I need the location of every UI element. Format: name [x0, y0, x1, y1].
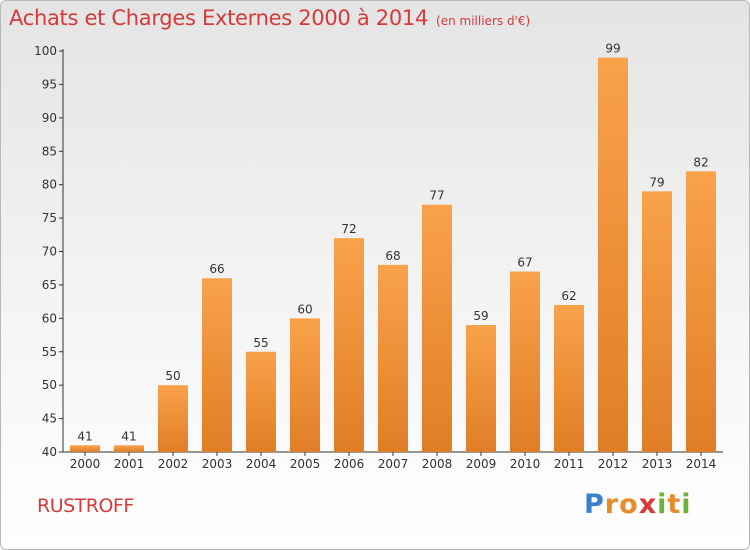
bar — [334, 238, 364, 452]
x-axis: 2000 2001 2002 2003 2004 2005 2006 2007 2008 2009… — [63, 451, 723, 471]
bar-value-label: 77 — [429, 189, 444, 203]
bar — [466, 325, 496, 452]
x-tick-label: 2013 — [642, 457, 673, 471]
x-tick-label: 2011 — [554, 457, 585, 471]
bar — [642, 191, 672, 452]
x-tick-label: 2002 — [158, 457, 189, 471]
bar — [114, 445, 144, 452]
bar-value-label: 79 — [649, 175, 664, 189]
bar-value-label: 59 — [473, 309, 488, 323]
proxiti-logo: Proxiti — [584, 489, 692, 520]
bar — [554, 304, 584, 452]
logo-letter: o — [619, 489, 639, 520]
bar-value-label: 82 — [693, 155, 708, 169]
logo-letter: P — [584, 489, 605, 520]
value-labels: 41 41 50 66 55 60 72 68 77 59 67 62 99 79 82 — [77, 42, 708, 444]
y-tick-label: 95 — [42, 77, 57, 91]
x-tick-label: 2006 — [334, 457, 365, 471]
y-tick-label: 85 — [42, 144, 57, 158]
bar-value-label: 72 — [341, 222, 356, 236]
y-tick-label: 45 — [42, 412, 57, 426]
y-tick-label: 55 — [42, 345, 57, 359]
logo-letter: i — [657, 489, 668, 520]
bar-value-label: 60 — [297, 302, 312, 316]
x-tick-label: 2001 — [114, 457, 145, 471]
logo-letter: x — [638, 489, 658, 520]
y-tick-label: 50 — [42, 378, 57, 392]
bar-value-label: 41 — [121, 429, 136, 443]
logo-letter: r — [604, 489, 620, 520]
x-tick-label: 2005 — [290, 457, 321, 471]
bar-value-label: 50 — [165, 369, 180, 383]
bar — [246, 351, 276, 452]
logo-letter: i — [681, 489, 692, 520]
bar-value-label: 55 — [253, 336, 268, 350]
bar — [202, 278, 232, 452]
x-tick-label: 2003 — [202, 457, 233, 471]
bar — [598, 57, 628, 452]
bar — [686, 171, 716, 453]
x-tick-label: 2004 — [246, 457, 277, 471]
y-tick-label: 80 — [42, 178, 57, 192]
bar — [70, 445, 100, 452]
y-tick-label: 70 — [42, 245, 57, 259]
y-tick-label: 60 — [42, 311, 57, 325]
x-tick-label: 2014 — [686, 457, 717, 471]
y-tick-label: 40 — [42, 445, 57, 459]
bar-value-label: 68 — [385, 249, 400, 263]
y-tick-label: 75 — [42, 211, 57, 225]
logo-letter: t — [667, 489, 682, 520]
chart-title: Achats et Charges Externes 2000 à 2014 (e… — [9, 6, 530, 30]
y-tick-label: 90 — [42, 111, 57, 125]
bar-value-label: 66 — [209, 262, 224, 276]
bar-value-label: 62 — [561, 289, 576, 303]
x-tick-label: 2012 — [598, 457, 629, 471]
bar — [290, 318, 320, 452]
y-tick-label: 65 — [42, 278, 57, 292]
x-tick-label: 2008 — [422, 457, 453, 471]
y-axis: 40 45 50 55 60 65 70 75 80 85 90 95 100 — [34, 44, 64, 459]
x-tick-label: 2000 — [70, 457, 101, 471]
x-tick-label: 2010 — [510, 457, 541, 471]
bars — [70, 57, 716, 453]
y-tick-label: 100 — [34, 44, 57, 58]
bar — [422, 204, 452, 452]
bar — [378, 264, 408, 452]
bar — [158, 385, 188, 452]
chart-unit: (en milliers d'€) — [436, 14, 531, 28]
chart-title-text: Achats et Charges Externes 2000 à 2014 — [9, 6, 429, 30]
bar-value-label: 41 — [77, 429, 92, 443]
bar-value-label: 67 — [517, 256, 532, 270]
bar-value-label: 99 — [605, 42, 620, 56]
bar — [510, 271, 540, 452]
x-tick-label: 2009 — [466, 457, 497, 471]
commune-name: RUSTROFF — [37, 495, 134, 517]
x-tick-label: 2007 — [378, 457, 409, 471]
